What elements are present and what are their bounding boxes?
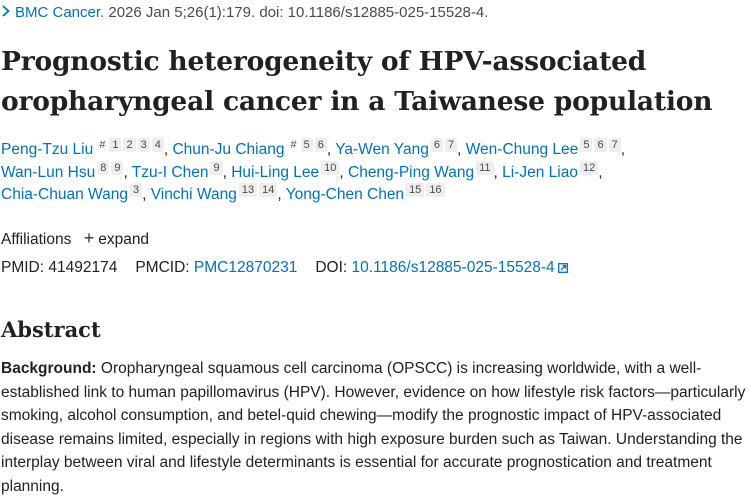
- author-link[interactable]: Wan-Lun Hsu: [1, 163, 96, 181]
- affiliation-ref[interactable]: 7: [444, 138, 458, 152]
- affiliation-ref[interactable]: 7: [608, 138, 621, 152]
- abstract-heading: Abstract: [1, 317, 101, 342]
- background-text: Oropharyngeal squamous cell carcinoma (O…: [1, 360, 746, 495]
- affiliations-expand-button[interactable]: + expand: [83, 228, 150, 248]
- affiliation-ref[interactable]: 6: [314, 138, 327, 152]
- background-label: Background:: [1, 360, 97, 377]
- affiliation-ref[interactable]: 8: [97, 160, 110, 175]
- equal-contrib-marker: #: [290, 139, 297, 151]
- author-link[interactable]: Peng-Tzu Liu: [1, 141, 94, 158]
- affiliation-ref[interactable]: 13: [238, 183, 258, 197]
- article-title: Prognostic heterogeneity of HPV-associat…: [1, 46, 713, 117]
- author-link[interactable]: Li-Jen Liao: [502, 163, 578, 181]
- affiliation-ref[interactable]: 10: [321, 160, 340, 175]
- abstract-background: Background: Oropharyngeal squamous cell …: [1, 357, 750, 498]
- affiliations-label: Affiliations: [1, 231, 72, 248]
- affiliation-ref[interactable]: 1: [109, 138, 122, 152]
- affiliation-ref[interactable]: 15: [406, 183, 425, 197]
- pmid-value: 41492174: [48, 259, 118, 276]
- pmcid-label: PMCID:: [135, 259, 190, 276]
- identifiers-row: PMID: 41492174 PMCID: PMC12870231 DOI: 10.…: [1, 257, 568, 279]
- author-link[interactable]: Cheng-Ping Wang: [348, 163, 475, 181]
- author-link[interactable]: Vinchi Wang: [150, 186, 237, 203]
- author-link[interactable]: Ya-Wen Yang: [335, 141, 429, 158]
- affiliation-ref[interactable]: 5: [300, 138, 313, 152]
- author-link[interactable]: Chun-Ju Chiang: [172, 141, 285, 158]
- citation-line: BMC Cancer. 2026 Jan 5;26(1):179. doi: 1…: [1, 3, 488, 23]
- affiliation-ref[interactable]: 14: [259, 183, 278, 197]
- affiliation-ref[interactable]: 6: [430, 138, 443, 152]
- citation-details: 2026 Jan 5;26(1):179. doi: 10.1186/s1288…: [104, 4, 489, 21]
- doi-label: DOI:: [315, 259, 348, 276]
- affiliation-ref[interactable]: 3: [137, 138, 150, 152]
- affiliation-ref[interactable]: 12: [579, 160, 599, 175]
- affiliation-ref[interactable]: 3: [129, 183, 143, 197]
- affiliation-ref[interactable]: 4: [151, 138, 164, 152]
- pmid-label: PMID:: [1, 259, 45, 276]
- author-link[interactable]: Yong-Chen Chen: [285, 186, 405, 203]
- plus-icon: +: [83, 228, 95, 248]
- author-link[interactable]: Tzu-I Chen: [131, 163, 209, 181]
- author-link[interactable]: Hui-Ling Lee: [231, 163, 320, 181]
- affiliation-ref[interactable]: 11: [476, 160, 494, 175]
- author-link[interactable]: Wen-Chung Lee: [465, 141, 579, 158]
- affiliation-ref[interactable]: 16: [426, 183, 445, 197]
- affiliation-ref[interactable]: 9: [210, 160, 223, 175]
- author-link[interactable]: Chia-Chuan Wang: [1, 186, 128, 203]
- affiliations-row: Affiliations + expand: [1, 229, 149, 251]
- affiliation-ref[interactable]: 5: [580, 138, 593, 152]
- journal-link[interactable]: BMC Cancer.: [15, 4, 105, 21]
- equal-contrib-marker: #: [99, 139, 106, 151]
- doi-link[interactable]: 10.1186/s12885-025-15528-4: [352, 259, 568, 276]
- doi-value: 10.1186/s12885-025-15528-4: [351, 259, 555, 276]
- pmcid-link[interactable]: PMC12870231: [193, 259, 298, 276]
- expand-label: expand: [98, 231, 150, 248]
- affiliation-ref[interactable]: 9: [111, 160, 124, 175]
- external-link-icon: [557, 258, 568, 273]
- chevron-right-icon[interactable]: [1, 3, 13, 23]
- affiliation-ref[interactable]: 6: [594, 138, 607, 152]
- author-list: Peng-Tzu Liu #1 2 3 4, Chun-Ju Chiang #5 6, Ya…: [1, 138, 625, 203]
- affiliation-ref[interactable]: 2: [123, 138, 136, 152]
